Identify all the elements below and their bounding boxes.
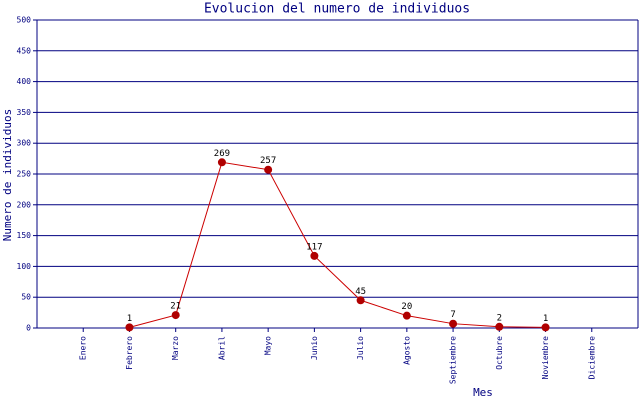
y-tick-label: 450 [17,46,32,55]
y-tick-label: 150 [17,231,32,240]
data-label: 20 [401,302,412,312]
x-tick-label: Febrero [125,336,134,370]
data-point [402,311,411,320]
x-tick-label: Septiembre [449,336,458,384]
data-label: 257 [260,156,276,166]
data-point [264,165,273,174]
x-tick-label: Abril [217,336,226,360]
data-label: 117 [306,242,322,252]
x-tick-label: Mayo [264,336,273,355]
y-tick-label: 300 [17,139,32,148]
data-label: 21 [170,302,181,312]
x-axis-label: Mes [473,386,493,399]
data-label: 1 [543,314,548,324]
data-point [310,251,319,260]
chart-title: Evolucion del numero de individuos [204,2,470,17]
data-point [171,311,180,320]
data-label: 2 [497,313,502,323]
y-tick-label: 250 [17,170,32,179]
data-label: 45 [355,287,366,297]
y-tick-label: 200 [17,200,32,209]
y-tick-label: 500 [17,16,32,25]
data-point [495,322,504,331]
x-tick-label: Diciembre [587,336,596,380]
x-tick-label: Junio [310,336,319,360]
y-tick-label: 100 [17,262,32,271]
y-tick-label: 400 [17,77,32,86]
data-label: 269 [214,149,230,159]
data-line [129,161,546,328]
y-tick-label: 0 [26,324,31,333]
y-tick-label: 50 [21,293,31,302]
data-point [125,323,134,332]
data-point [217,158,226,167]
x-tick-label: Noviembre [541,336,550,380]
y-tick-label: 350 [17,108,32,117]
data-label: 1 [127,314,132,324]
data-point [356,296,365,305]
x-tick-label: Octubre [495,336,504,370]
x-tick-label: Marzo [171,336,180,360]
data-point [449,319,458,328]
x-tick-label: Agosto [402,336,411,365]
x-tick-label: Julio [356,336,365,360]
data-label: 7 [450,310,455,320]
x-tick-label: Enero [79,336,88,360]
y-axis-label: Numero de individuos [1,109,14,241]
data-point [541,323,550,332]
